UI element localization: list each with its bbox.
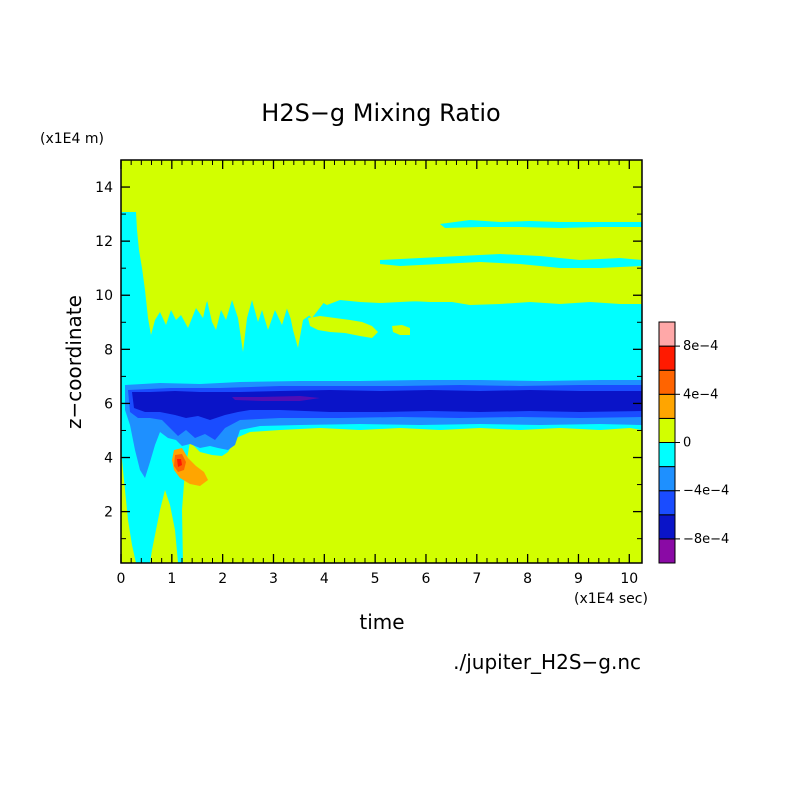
colorbar-swatch [658, 417, 676, 443]
colorbar-label: 0 [683, 436, 691, 451]
colorbar: −8e−4 −4e−4 0 4e−4 8e−4 [658, 321, 729, 564]
y-tick-label: 6 [104, 396, 113, 412]
colorbar-swatch [658, 538, 676, 564]
y-tick-label: 4 [104, 451, 113, 467]
y-axis-label: z−coordinate [62, 295, 86, 429]
contour-field [121, 160, 642, 563]
y-tick-label: 12 [95, 234, 113, 250]
yellow-patch-small [392, 325, 410, 335]
colorbar-label: 8e−4 [683, 339, 718, 354]
x-tick-label: 2 [218, 571, 227, 587]
y-tick-label: 14 [95, 180, 113, 196]
colorbar-swatch [658, 369, 676, 395]
colorbar-label: 4e−4 [683, 387, 718, 402]
yellow-patch-mid [308, 316, 378, 338]
contour-level-pos-0-8 [177, 459, 182, 467]
y-axis: 2 4 6 8 10 12 14 [95, 159, 642, 540]
x-tick-label: 7 [472, 571, 481, 587]
chart-title: H2S−g Mixing Ratio [261, 99, 500, 127]
colorbar-label: −8e−4 [683, 532, 729, 547]
x-tick-label: 4 [320, 571, 329, 587]
cyan-streak-1 [440, 220, 642, 228]
upper-yellow-tongue [140, 222, 642, 340]
colorbar-swatch [658, 490, 676, 516]
x-axis: 0 1 2 3 4 5 6 7 8 9 10 [117, 160, 638, 587]
colorbar-swatch [658, 514, 676, 540]
x-tick-label: 10 [620, 571, 638, 587]
cyan-streak-2 [380, 254, 642, 268]
source-file-label: ./jupiter_H2S−g.nc [453, 650, 641, 674]
x-unit-label: (x1E4 sec) [574, 591, 648, 607]
y-tick-label: 10 [95, 288, 113, 304]
x-tick-label: 1 [167, 571, 176, 587]
y-tick-label: 8 [104, 342, 113, 358]
plot-frame [120, 159, 643, 564]
colorbar-label: −4e−4 [683, 484, 729, 499]
x-tick-label: 3 [269, 571, 278, 587]
contour-level-neg-1-0 [232, 396, 320, 401]
y-tick-label: 2 [104, 505, 113, 521]
x-tick-label: 0 [117, 571, 126, 587]
colorbar-swatch [658, 466, 676, 492]
colorbar-swatch [658, 321, 676, 347]
x-tick-label: 9 [574, 571, 583, 587]
colorbar-swatch [658, 393, 676, 419]
x-tick-label: 8 [523, 571, 532, 587]
colorbar-swatch [658, 345, 676, 371]
y-unit-label: (x1E4 m) [40, 131, 104, 147]
colorbar-swatch [658, 442, 676, 468]
x-axis-label: time [359, 610, 404, 634]
x-tick-label: 6 [422, 571, 431, 587]
x-tick-label: 5 [371, 571, 380, 587]
